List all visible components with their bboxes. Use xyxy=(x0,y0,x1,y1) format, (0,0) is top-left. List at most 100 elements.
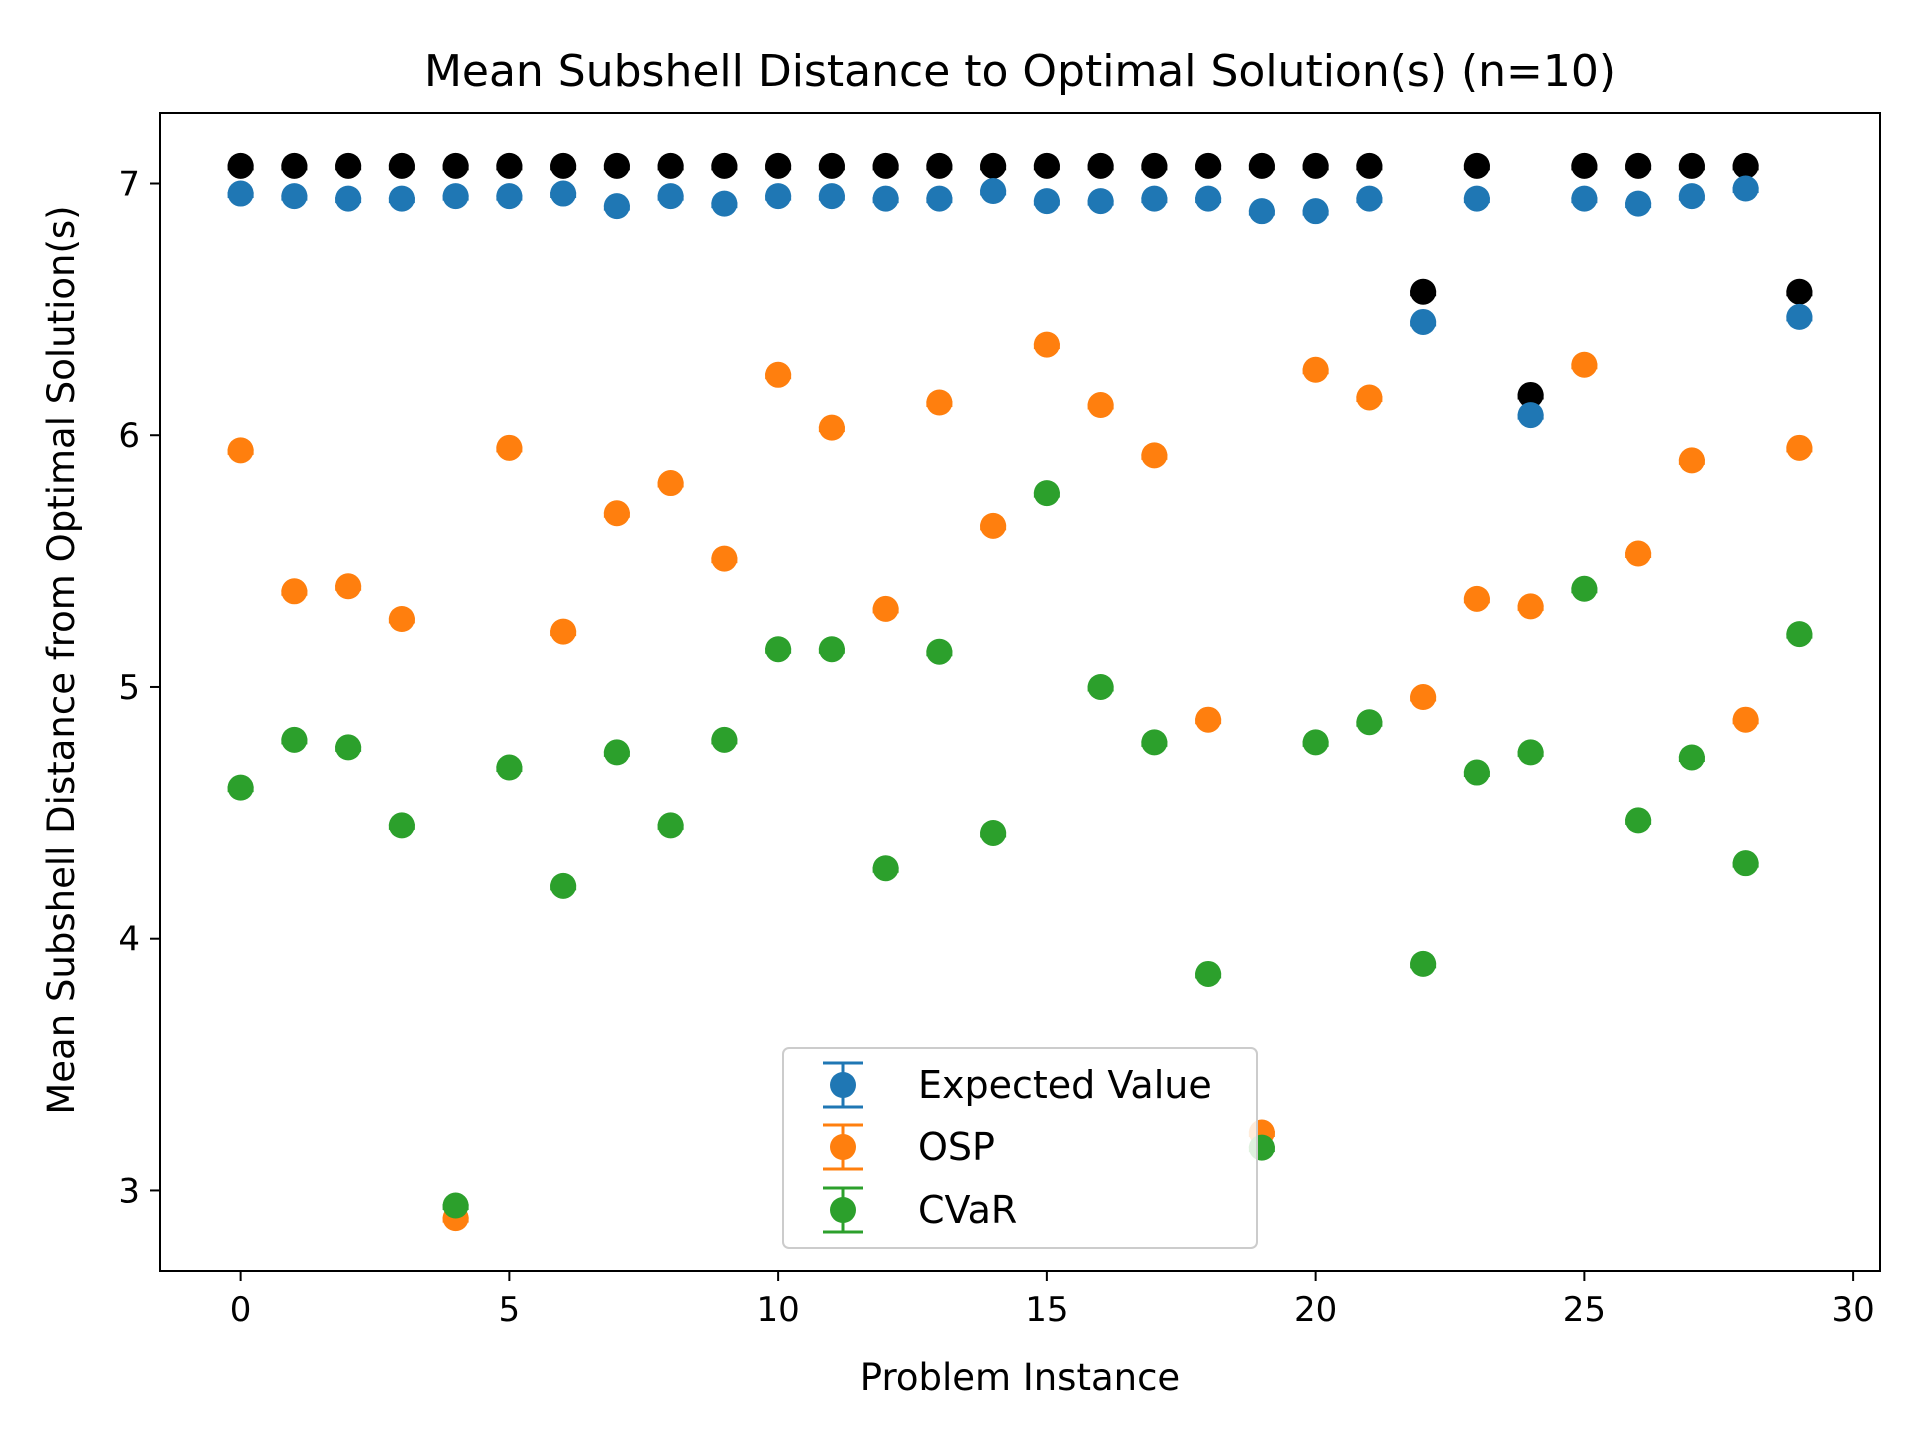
data-point-marker xyxy=(388,812,415,839)
data-point-marker xyxy=(388,152,415,179)
data-point-marker xyxy=(1732,175,1759,202)
data-point-marker xyxy=(926,185,953,212)
data-point-marker xyxy=(1463,585,1490,612)
series-reference xyxy=(227,152,1813,408)
data-point xyxy=(1517,739,1544,766)
x-tick-label: 30 xyxy=(1831,1290,1874,1330)
series-expected-value xyxy=(227,175,1813,429)
data-point xyxy=(872,595,899,622)
data-point xyxy=(1571,575,1598,602)
data-point-marker xyxy=(1410,278,1437,305)
data-point-marker xyxy=(1732,706,1759,733)
data-point xyxy=(1356,384,1383,411)
data-point-marker xyxy=(872,152,899,179)
data-point xyxy=(550,180,577,207)
data-point xyxy=(1625,540,1652,567)
data-point-marker xyxy=(1302,729,1329,756)
data-point-marker xyxy=(1087,152,1114,179)
data-point-marker xyxy=(335,734,362,761)
data-point-marker xyxy=(603,152,630,179)
data-point xyxy=(550,618,577,645)
data-point-marker xyxy=(281,726,308,753)
data-point-marker xyxy=(1410,308,1437,335)
legend-entry: Expected Value xyxy=(823,1061,1212,1109)
data-point-marker xyxy=(1678,744,1705,771)
data-point-marker xyxy=(926,152,953,179)
data-point-marker xyxy=(227,437,254,464)
data-point-marker xyxy=(657,152,684,179)
reference-point xyxy=(818,152,845,179)
data-point xyxy=(926,185,953,212)
data-point-marker xyxy=(388,185,415,212)
series-osp xyxy=(227,331,1813,1232)
data-point xyxy=(442,183,469,210)
data-point-marker xyxy=(1678,447,1705,474)
data-point xyxy=(1625,807,1652,834)
data-point-marker xyxy=(1087,188,1114,215)
data-point xyxy=(1141,185,1168,212)
plot-frame xyxy=(159,112,1881,1272)
data-point-marker xyxy=(442,1192,469,1219)
data-point-marker xyxy=(1141,152,1168,179)
data-point-marker xyxy=(1786,278,1813,305)
series-cvar xyxy=(227,480,1813,1219)
data-point-marker xyxy=(1033,331,1060,358)
data-point-marker xyxy=(442,183,469,210)
data-point-marker xyxy=(442,152,469,179)
data-point-marker xyxy=(335,573,362,600)
legend-label: OSP xyxy=(918,1125,995,1169)
data-point-marker xyxy=(926,389,953,416)
data-point xyxy=(657,812,684,839)
data-point xyxy=(550,872,577,899)
data-point xyxy=(388,605,415,632)
data-point-marker xyxy=(1356,709,1383,736)
data-point xyxy=(1625,190,1652,217)
data-point-marker xyxy=(818,414,845,441)
data-point xyxy=(1678,744,1705,771)
data-point-marker xyxy=(1517,402,1544,429)
data-point xyxy=(335,185,362,212)
data-point-marker xyxy=(496,434,523,461)
data-point xyxy=(1410,950,1437,977)
data-point xyxy=(281,183,308,210)
data-point-marker xyxy=(711,545,738,572)
data-point-marker xyxy=(1033,480,1060,507)
reference-point xyxy=(1571,152,1598,179)
data-point xyxy=(496,434,523,461)
data-point-marker xyxy=(1732,152,1759,179)
data-point xyxy=(872,185,899,212)
legend-label: Expected Value xyxy=(918,1063,1212,1107)
data-points xyxy=(227,152,1813,1232)
data-point-marker xyxy=(1571,185,1598,212)
reference-point xyxy=(711,152,738,179)
data-point-marker xyxy=(388,605,415,632)
data-point-marker xyxy=(550,152,577,179)
data-point xyxy=(1517,593,1544,620)
data-point-marker xyxy=(335,152,362,179)
data-point-marker xyxy=(603,739,630,766)
y-tick-label: 7 xyxy=(118,164,140,204)
data-point xyxy=(335,734,362,761)
data-point-marker xyxy=(550,872,577,899)
data-point xyxy=(496,754,523,781)
reference-point xyxy=(281,152,308,179)
data-point xyxy=(657,183,684,210)
data-point xyxy=(711,190,738,217)
data-point-marker xyxy=(1463,185,1490,212)
data-point xyxy=(281,578,308,605)
data-point-marker xyxy=(980,512,1007,539)
data-point-marker xyxy=(657,812,684,839)
data-point-marker xyxy=(657,183,684,210)
data-point-marker xyxy=(765,152,792,179)
reference-point xyxy=(1302,152,1329,179)
data-point-marker xyxy=(1786,303,1813,330)
data-point xyxy=(1517,402,1544,429)
data-point xyxy=(765,636,792,663)
reference-point xyxy=(926,152,953,179)
data-point xyxy=(1678,447,1705,474)
data-point xyxy=(711,545,738,572)
data-point-marker xyxy=(765,183,792,210)
data-point xyxy=(1356,709,1383,736)
data-point xyxy=(227,774,254,801)
legend-entry: OSP xyxy=(823,1123,995,1171)
